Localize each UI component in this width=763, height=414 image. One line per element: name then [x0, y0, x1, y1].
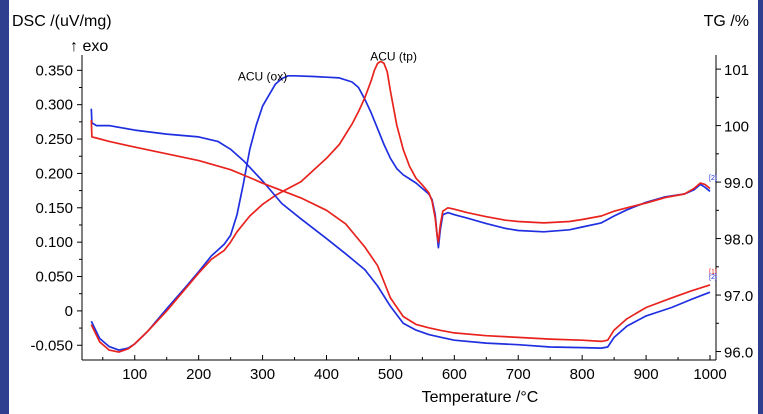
- x-tick-label-1: 200: [186, 366, 211, 383]
- y-left-tick-label-1: 0.300: [35, 97, 73, 114]
- x-tick-label-4: 500: [378, 366, 403, 383]
- y-left-tick-label-3: 0.200: [35, 165, 73, 182]
- y-left-axis-subtitle: ↑ exo: [70, 38, 108, 55]
- y-left-tick-label-4: 0.150: [35, 200, 73, 217]
- x-tick-label-8: 900: [634, 366, 659, 383]
- end-markers: [2] [1] [2]: [709, 175, 717, 281]
- x-tick-label-0: 100: [122, 366, 147, 383]
- x-tick-label-6: 700: [506, 366, 531, 383]
- ticks: 100 200 300 400 500 600 700 800 900 10000.3500.30…: [30, 62, 753, 383]
- right-frame-strip: [758, 0, 763, 414]
- y-right-tick-label-2: 99.0: [724, 175, 753, 192]
- y-left-tick-label-0: 0.350: [35, 62, 73, 79]
- series-tg-tp: [90, 119, 711, 343]
- annotation-0: ACU (ox): [238, 70, 287, 84]
- left-frame-strip: [0, 0, 9, 414]
- y-right-axis-title: TG /%: [704, 13, 749, 30]
- y-right-tick-label-4: 97.0: [724, 288, 753, 305]
- end-marker-tg-red: [1]: [709, 269, 717, 276]
- y-right-tick-label-3: 98.0: [724, 232, 753, 249]
- y-left-axis-title: DSC /(uV/mg): [12, 13, 112, 30]
- y-left-tick-label-5: 0.100: [35, 234, 73, 251]
- y-left-tick-label-8: -0.050: [30, 337, 73, 354]
- axes: [81, 55, 717, 361]
- y-right-tick-label-0: 101: [724, 62, 749, 79]
- end-marker-dsc: [2]: [709, 175, 717, 182]
- annotation-1: ACU (tp): [370, 50, 417, 64]
- y-left-tick-label-7: 0: [65, 303, 73, 320]
- y-right-tick-label-5: 96.0: [724, 345, 753, 362]
- y-right-tick-label-1: 100: [724, 119, 749, 136]
- x-tick-label-2: 300: [250, 366, 275, 383]
- x-tick-label-7: 800: [570, 366, 595, 383]
- y-left-tick-label-2: 0.250: [35, 131, 73, 148]
- series-dsc-ox: [90, 74, 711, 351]
- end-marker-tg-blue: [2]: [709, 274, 717, 281]
- series-dsc-tp: [90, 60, 711, 353]
- annotations: ACU (ox) ACU (tp): [238, 50, 417, 84]
- series-tg-ox: [90, 108, 711, 349]
- series-group: [90, 60, 711, 353]
- x-tick-label-3: 400: [314, 366, 339, 383]
- x-tick-label-5: 600: [442, 366, 467, 383]
- x-tick-label-9: 1000: [693, 366, 726, 383]
- y-left-tick-label-6: 0.050: [35, 269, 73, 286]
- x-axis-title: Temperature /°C: [422, 389, 539, 406]
